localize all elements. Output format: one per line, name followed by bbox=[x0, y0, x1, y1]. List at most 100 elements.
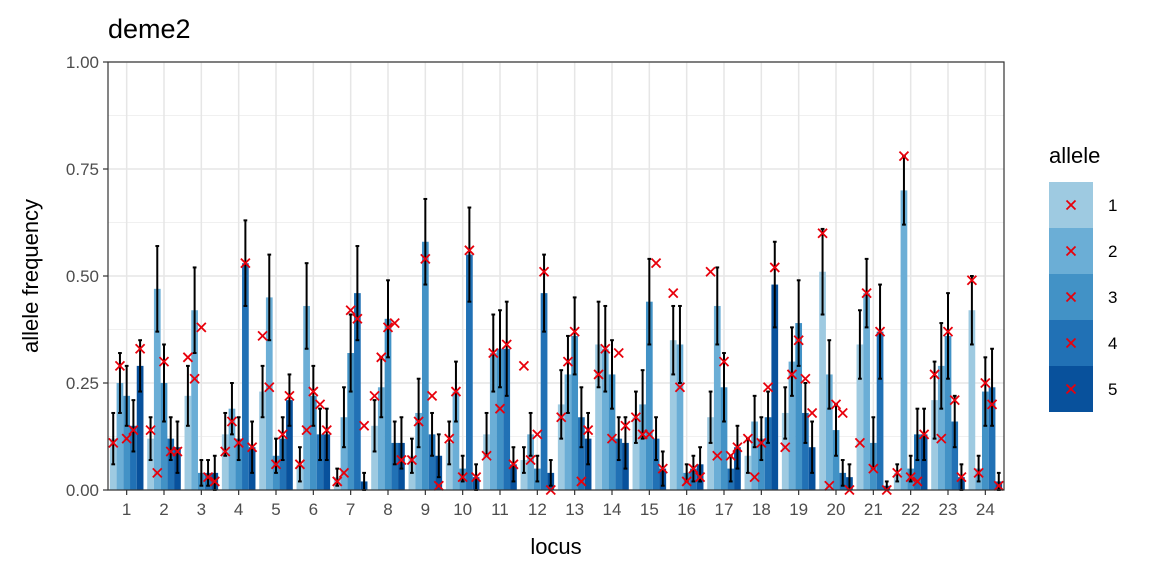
bar bbox=[920, 434, 928, 490]
estimate-marker-stroke bbox=[358, 420, 370, 431]
estimate-marker-stroke bbox=[294, 459, 306, 470]
estimate-marker bbox=[630, 412, 642, 423]
estimate-marker bbox=[444, 433, 455, 444]
estimate-marker bbox=[593, 369, 604, 380]
estimate-marker-stroke bbox=[786, 369, 798, 380]
estimate-marker bbox=[606, 433, 618, 444]
x-tick-label: 7 bbox=[346, 500, 355, 519]
estimate-marker bbox=[189, 373, 200, 384]
estimate-marker bbox=[718, 356, 730, 367]
legend-marker bbox=[1065, 245, 1077, 257]
bar bbox=[819, 271, 826, 490]
estimate-marker-stroke bbox=[508, 459, 519, 470]
estimate-marker bbox=[800, 373, 811, 384]
estimate-marker bbox=[644, 429, 655, 440]
estimate-marker-stroke bbox=[749, 472, 760, 483]
bar bbox=[235, 438, 243, 490]
estimate-marker bbox=[464, 245, 475, 256]
estimate-marker bbox=[246, 442, 258, 453]
estimate-marker-stroke bbox=[226, 416, 238, 427]
estimate-marker-stroke bbox=[732, 442, 743, 453]
estimate-marker-stroke bbox=[824, 480, 835, 491]
estimate-marker bbox=[134, 343, 146, 354]
estimate-marker-stroke bbox=[892, 467, 903, 479]
y-tick-label: 0.00 bbox=[66, 481, 99, 500]
bar bbox=[371, 425, 378, 490]
estimate-marker bbox=[406, 454, 418, 466]
estimate-marker bbox=[986, 399, 998, 410]
estimate-marker-stroke bbox=[202, 472, 214, 483]
estimate-marker-stroke bbox=[905, 472, 916, 483]
estimate-marker-stroke bbox=[569, 326, 580, 337]
chart-title: deme2 bbox=[108, 14, 191, 44]
estimate-marker-stroke bbox=[674, 382, 686, 393]
estimate-marker-stroke bbox=[481, 450, 492, 461]
legend-title: allele bbox=[1049, 143, 1100, 168]
estimate-marker bbox=[898, 151, 910, 162]
bar bbox=[228, 408, 236, 490]
bar bbox=[608, 374, 616, 490]
bar bbox=[802, 412, 809, 490]
bar bbox=[421, 241, 429, 490]
estimate-marker-stroke bbox=[644, 429, 655, 440]
bar bbox=[503, 348, 511, 490]
estimate-marker bbox=[668, 287, 679, 299]
bar bbox=[309, 395, 317, 490]
estimate-marker-stroke bbox=[912, 476, 923, 487]
legend: allele 1 2 3 4 5 bbox=[1049, 143, 1117, 412]
estimate-marker-stroke bbox=[973, 467, 984, 479]
bar bbox=[615, 438, 623, 490]
estimate-marker bbox=[688, 463, 699, 474]
estimate-marker-stroke bbox=[562, 356, 574, 367]
estimate-marker-stroke bbox=[257, 330, 268, 342]
estimate-marker bbox=[450, 386, 462, 397]
bar bbox=[825, 374, 833, 490]
x-tick-label: 12 bbox=[528, 500, 547, 519]
estimate-marker-stroke bbox=[630, 412, 642, 423]
estimate-marker-stroke bbox=[898, 151, 910, 162]
estimate-marker-stroke bbox=[606, 433, 618, 444]
estimate-marker bbox=[518, 360, 530, 372]
estimate-marker bbox=[538, 266, 550, 277]
estimate-marker bbox=[674, 382, 686, 393]
x-tick-label: 8 bbox=[383, 500, 392, 519]
estimate-marker-stroke bbox=[762, 382, 774, 393]
estimate-marker-stroke bbox=[240, 258, 251, 269]
estimate-marker bbox=[861, 287, 872, 299]
legend-marker bbox=[1065, 337, 1077, 349]
estimate-marker bbox=[345, 305, 356, 316]
estimate-marker bbox=[613, 347, 624, 359]
estimate-marker-stroke bbox=[600, 343, 611, 354]
bar bbox=[354, 293, 361, 490]
bar bbox=[713, 305, 721, 490]
estimate-marker-stroke bbox=[270, 459, 282, 470]
estimate-marker bbox=[308, 386, 319, 397]
estimate-marker bbox=[332, 476, 343, 487]
estimate-marker bbox=[257, 330, 268, 342]
bar bbox=[595, 344, 602, 490]
estimate-marker-stroke bbox=[284, 390, 295, 401]
x-tick-label: 17 bbox=[715, 500, 734, 519]
bar bbox=[900, 190, 908, 490]
estimate-marker bbox=[420, 253, 431, 265]
estimate-marker bbox=[481, 450, 492, 461]
x-tick-label: 21 bbox=[864, 500, 883, 519]
estimate-marker bbox=[966, 275, 978, 286]
bar bbox=[445, 442, 453, 490]
estimate-marker bbox=[650, 258, 662, 269]
estimate-marker-stroke bbox=[406, 454, 418, 466]
estimate-marker-stroke bbox=[264, 382, 275, 393]
bar bbox=[540, 293, 548, 490]
estimate-marker bbox=[470, 472, 482, 483]
estimate-marker-stroke bbox=[494, 403, 506, 414]
bar bbox=[452, 391, 460, 490]
estimate-marker bbox=[233, 437, 244, 449]
estimate-marker-stroke bbox=[389, 317, 400, 329]
x-tick-label: 19 bbox=[789, 500, 808, 519]
x-tick-label: 18 bbox=[752, 500, 771, 519]
estimate-marker bbox=[756, 437, 767, 449]
bar bbox=[323, 434, 331, 490]
estimate-marker-stroke bbox=[338, 467, 350, 479]
estimate-marker bbox=[973, 467, 984, 479]
estimate-marker bbox=[725, 450, 736, 461]
